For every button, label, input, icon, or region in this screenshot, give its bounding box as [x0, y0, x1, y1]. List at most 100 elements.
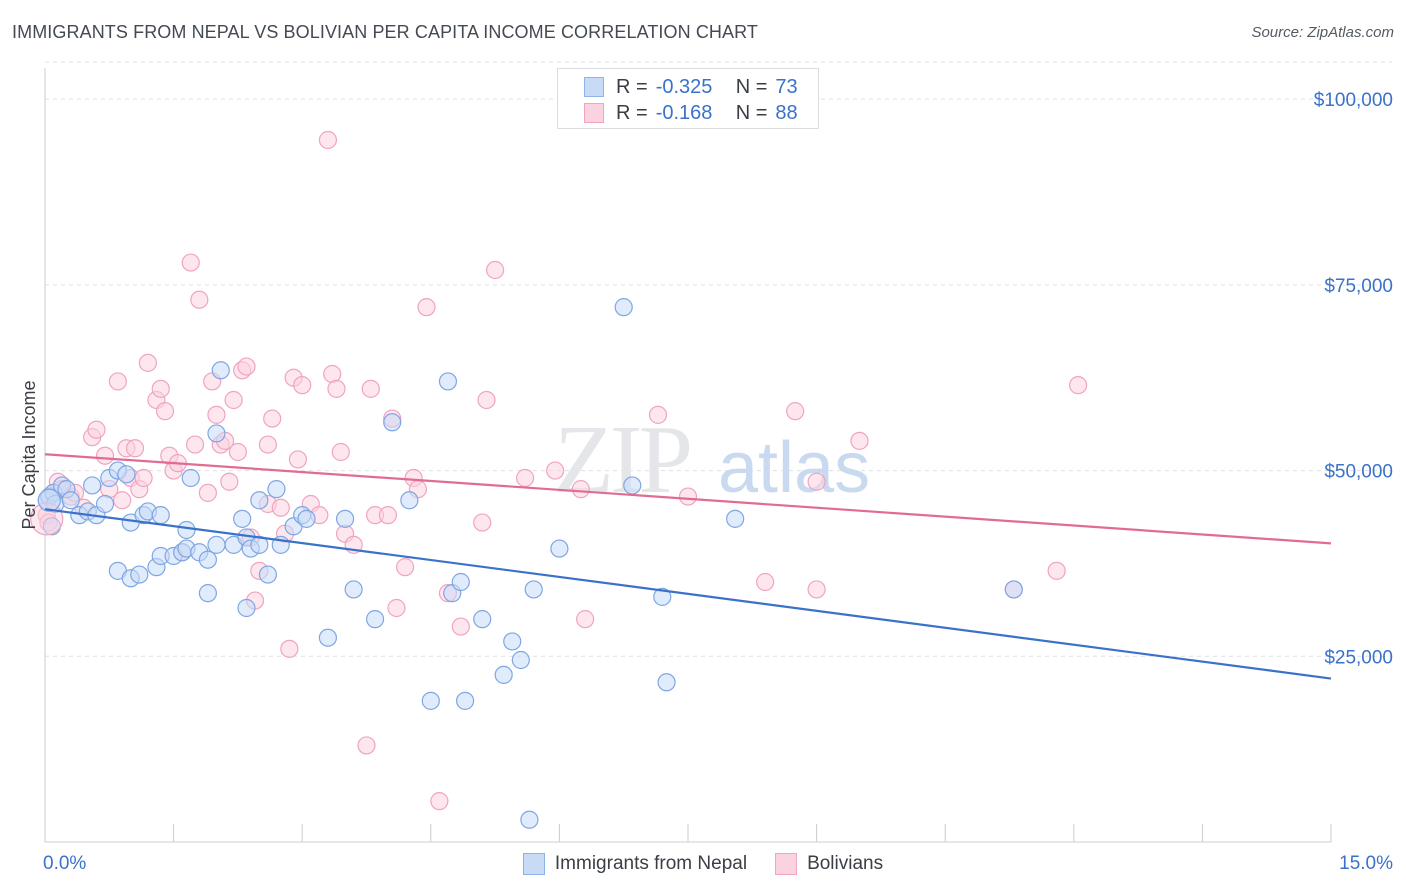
data-point-nepal	[198, 584, 217, 603]
data-point-nepal	[365, 610, 385, 629]
data-point-bolivians	[87, 420, 106, 439]
data-point-nepal	[726, 509, 745, 528]
data-point-nepal	[198, 550, 217, 569]
data-point-bolivians	[134, 468, 153, 488]
data-point-nepal	[503, 632, 522, 651]
data-point-bolivians	[1068, 376, 1088, 395]
data-point-bolivians	[113, 491, 132, 510]
data-point-nepal	[318, 628, 338, 647]
chart-title: IMMIGRANTS FROM NEPAL VS BOLIVIAN PER CA…	[12, 22, 759, 42]
data-point-bolivians	[288, 450, 308, 469]
data-point-bolivians	[807, 580, 826, 599]
data-point-bolivians	[486, 260, 505, 280]
data-point-nepal	[451, 572, 470, 592]
data-point-bolivians	[576, 610, 595, 629]
data-point-bolivians	[280, 639, 299, 658]
data-point-bolivians	[546, 461, 565, 480]
legend-n-label: N =	[735, 101, 768, 124]
x-tick-label-min: 0.0%	[43, 853, 86, 874]
trend-lines	[44, 453, 1332, 680]
data-point-bolivians	[151, 379, 170, 398]
data-point-bolivians	[95, 446, 115, 465]
data-point-nepal	[400, 491, 419, 510]
data-point-bolivians	[327, 379, 346, 398]
data-point-nepal	[151, 506, 170, 525]
data-point-bolivians	[258, 435, 278, 454]
data-point-bolivians	[181, 253, 200, 272]
data-point-nepal	[297, 509, 316, 528]
y-tick-label: $25,000	[1324, 647, 1393, 668]
legend-r-label: R =	[616, 101, 648, 124]
data-point-bolivians	[477, 390, 496, 410]
data-point-bolivians	[756, 572, 775, 592]
legend-item-nepal[interactable]: Immigrants from Nepal	[522, 853, 748, 875]
legend-n-value: 73	[775, 75, 798, 98]
data-point-bolivians	[220, 472, 239, 491]
data-point-bolivians	[395, 558, 415, 577]
data-point-nepal	[520, 810, 539, 829]
legend-r-value: -0.168	[655, 101, 713, 124]
data-point-nepal	[237, 598, 256, 618]
data-point-nepal	[623, 476, 642, 495]
data-point-nepal	[130, 565, 149, 584]
data-point-nepal	[335, 509, 355, 528]
data-point-nepal	[117, 465, 136, 484]
watermark: ZIP atlas	[554, 406, 870, 514]
data-point-nepal	[207, 535, 226, 554]
data-point-bolivians	[678, 487, 698, 506]
data-point-nepal	[383, 413, 402, 432]
data-point-nepal	[233, 509, 252, 528]
data-point-bolivians	[473, 513, 492, 532]
data-point-bolivians	[571, 480, 590, 499]
data-point-bolivians	[125, 439, 145, 458]
y-axis-label: Per Capita Income	[19, 380, 39, 529]
y-tick-label: $50,000	[1324, 462, 1393, 483]
chart-source: Source: ZipAtlas.com	[1251, 24, 1394, 41]
data-point-bolivians	[190, 290, 209, 309]
data-point-bolivians	[807, 472, 826, 491]
data-point-nepal	[1004, 580, 1023, 599]
data-point-nepal	[421, 691, 440, 710]
x-tick-label-max: 15.0%	[1339, 853, 1393, 874]
legend-stats: R = -0.325 N = 73 R = -0.168 N = 88	[557, 68, 819, 129]
data-point-bolivians	[451, 617, 470, 636]
data-point-nepal	[494, 665, 513, 684]
data-point-bolivians	[224, 390, 243, 410]
data-point-nepal	[250, 491, 269, 510]
data-point-bolivians	[1047, 561, 1066, 580]
legend-r-value: -0.325	[655, 75, 713, 98]
data-point-nepal	[653, 587, 672, 606]
legend-row-nepal: R = -0.325 N = 73	[584, 75, 798, 99]
trend-line-nepal	[44, 508, 1332, 680]
data-point-bolivians	[207, 405, 226, 424]
legend-n-value: 88	[775, 101, 798, 124]
data-point-nepal	[211, 361, 230, 380]
legend-label-nepal: Immigrants from Nepal	[554, 853, 748, 874]
cluster-point-nepal	[37, 488, 61, 512]
data-point-nepal	[657, 673, 676, 692]
data-point-bolivians	[237, 357, 256, 376]
data-point-nepal	[438, 372, 458, 391]
data-point-nepal	[344, 580, 363, 599]
axis-labels: $25,000 $50,000 $75,000 $100,000 0.0% 15.0% Pe…	[19, 90, 1393, 874]
legend-item-bolivians[interactable]: Bolivians	[775, 853, 883, 875]
legend-swatch-nepal	[522, 853, 545, 875]
data-point-nepal	[83, 476, 102, 495]
data-point-bolivians	[648, 405, 668, 424]
data-point-bolivians	[850, 431, 869, 450]
data-point-bolivians	[263, 409, 282, 428]
data-point-bolivians	[430, 792, 449, 811]
data-point-bolivians	[228, 442, 247, 462]
legend-swatch-bolivians	[584, 103, 604, 123]
legend-label-bolivians: Bolivians	[807, 853, 884, 874]
data-point-bolivians	[271, 498, 290, 517]
trend-line-bolivians	[44, 453, 1332, 545]
data-point-bolivians	[318, 130, 338, 150]
data-point-nepal	[550, 539, 569, 558]
data-point-bolivians	[293, 376, 312, 395]
data-point-bolivians	[198, 483, 217, 502]
data-point-nepal	[614, 298, 633, 317]
series-legend: Immigrants from Nepal Bolivians	[0, 851, 1406, 877]
data-point-bolivians	[155, 402, 175, 421]
